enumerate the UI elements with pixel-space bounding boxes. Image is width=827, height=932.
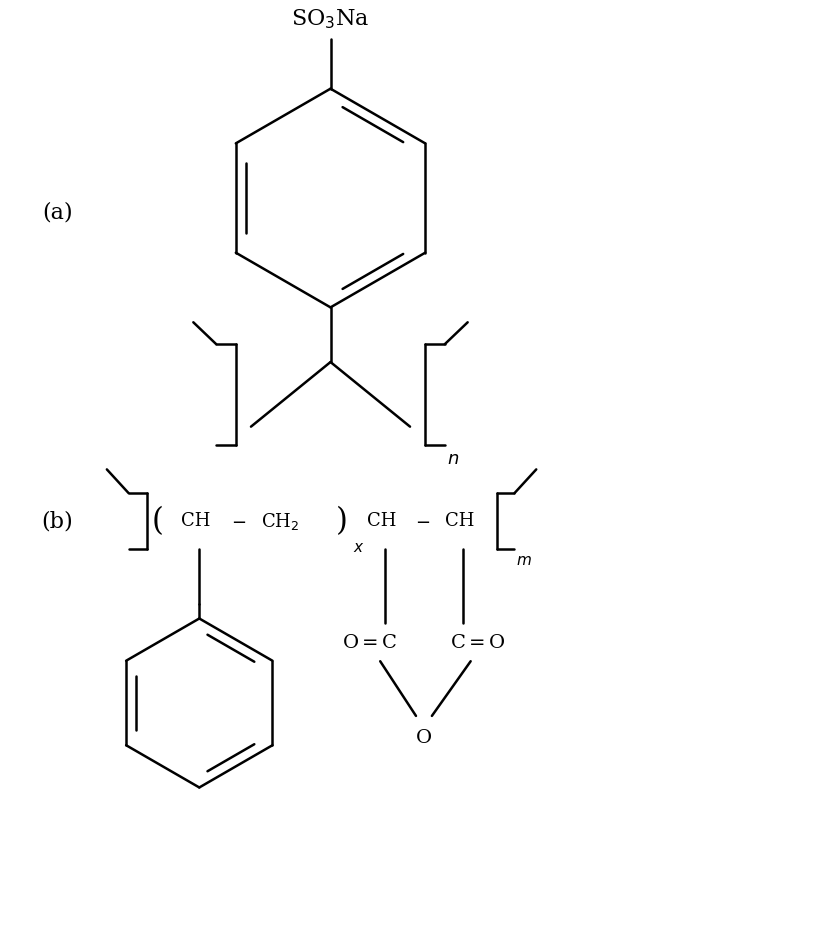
Text: (b): (b) bbox=[41, 510, 73, 532]
Text: $n$: $n$ bbox=[447, 449, 458, 468]
Text: CH$_2$: CH$_2$ bbox=[261, 511, 299, 531]
Text: O: O bbox=[415, 729, 432, 747]
Text: CH: CH bbox=[444, 512, 474, 530]
Text: (a): (a) bbox=[42, 202, 73, 224]
Text: $x$: $x$ bbox=[353, 541, 365, 555]
Text: SO$_3$Na: SO$_3$Na bbox=[291, 7, 369, 31]
Text: C$=$O: C$=$O bbox=[449, 635, 505, 652]
Text: CH: CH bbox=[367, 512, 396, 530]
Text: $-$: $-$ bbox=[231, 512, 246, 530]
Text: O$=$C: O$=$C bbox=[342, 635, 398, 652]
Text: CH: CH bbox=[181, 512, 211, 530]
Text: (: ( bbox=[151, 505, 163, 537]
Text: $m$: $m$ bbox=[516, 554, 532, 568]
Text: ): ) bbox=[335, 505, 347, 537]
Text: $-$: $-$ bbox=[414, 512, 429, 530]
